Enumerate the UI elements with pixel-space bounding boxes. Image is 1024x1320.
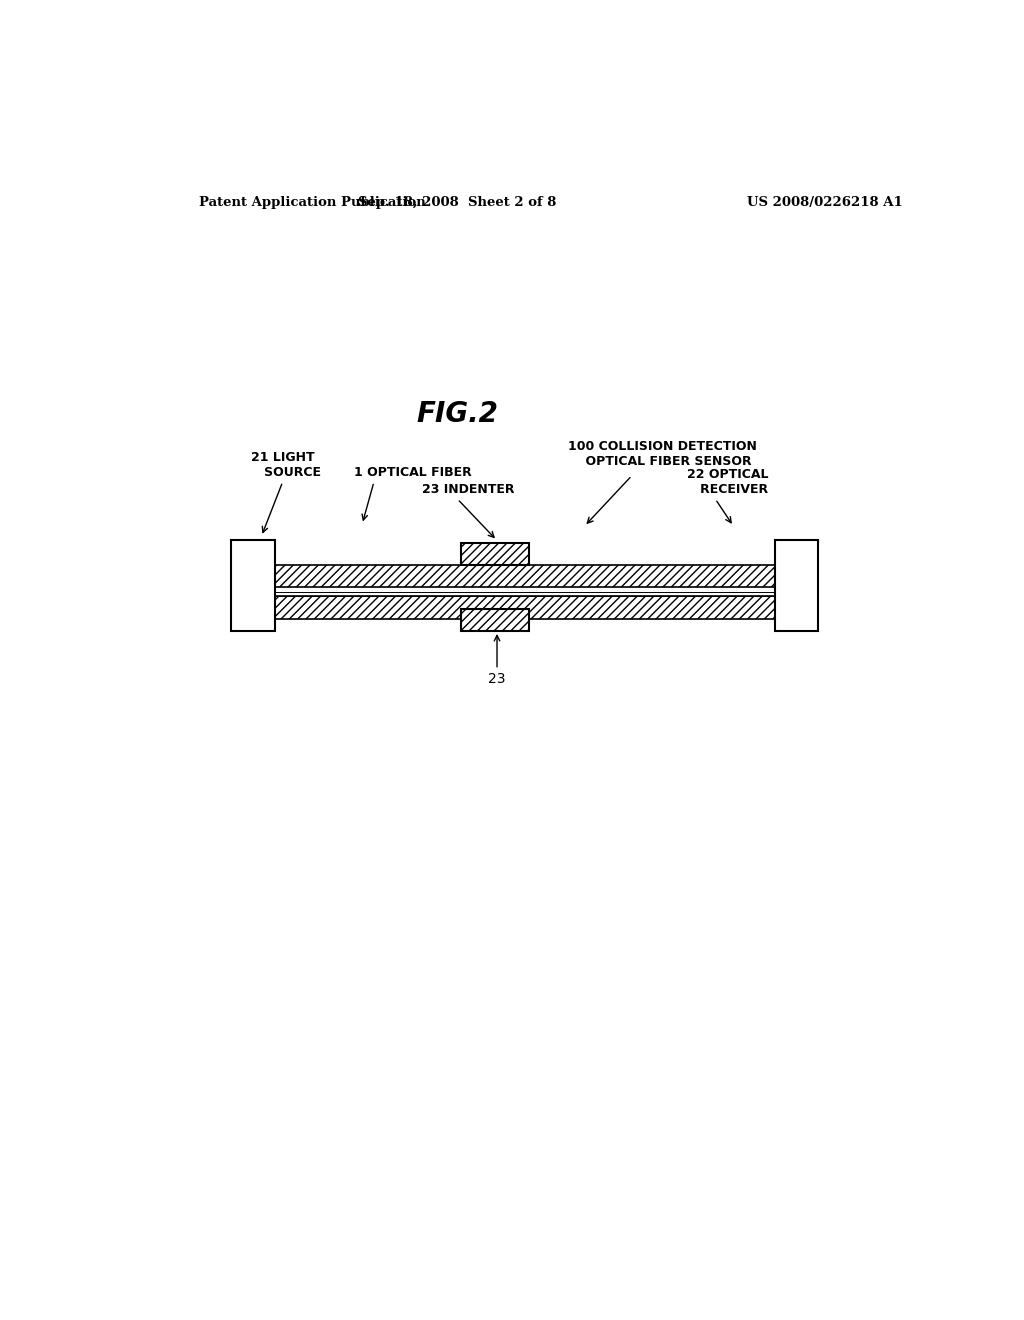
Bar	[461, 609, 528, 631]
Text: Sep. 18, 2008  Sheet 2 of 8: Sep. 18, 2008 Sheet 2 of 8	[358, 195, 556, 209]
Text: US 2008/0226218 A1: US 2008/0226218 A1	[748, 195, 903, 209]
Bar	[231, 540, 274, 631]
Bar	[461, 543, 528, 565]
Text: 1 OPTICAL FIBER: 1 OPTICAL FIBER	[354, 466, 472, 479]
Bar	[274, 565, 775, 587]
Text: 21 LIGHT
   SOURCE: 21 LIGHT SOURCE	[251, 450, 321, 479]
Text: 100 COLLISION DETECTION
    OPTICAL FIBER SENSOR: 100 COLLISION DETECTION OPTICAL FIBER SE…	[568, 441, 758, 469]
Text: 23: 23	[488, 672, 506, 685]
Text: 22 OPTICAL
   RECEIVER: 22 OPTICAL RECEIVER	[687, 467, 769, 496]
Text: FIG.2: FIG.2	[417, 400, 499, 428]
Bar	[775, 540, 818, 631]
Bar	[274, 597, 775, 619]
Text: 23 INDENTER: 23 INDENTER	[422, 483, 514, 496]
Text: Patent Application Publication: Patent Application Publication	[200, 195, 426, 209]
